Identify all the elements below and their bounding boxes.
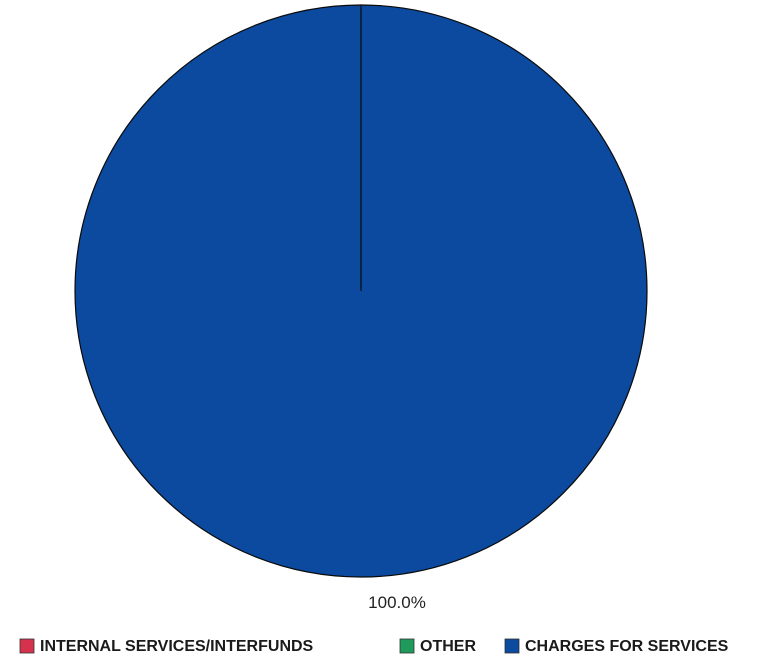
legend-swatch-other: [399, 638, 415, 654]
legend-label-other: OTHER: [420, 638, 476, 655]
legend-swatch-internal-services-interfunds: [19, 638, 35, 654]
legend-label-internal-services-interfunds: INTERNAL SERVICES/INTERFUNDS: [40, 638, 314, 655]
legend-label-charges-for-services: CHARGES FOR SERVICES: [525, 638, 729, 655]
pie-slices: [74, 4, 648, 578]
legend-swatch-charges-for-services: [504, 638, 520, 654]
pie-data-labels: 100.0%: [368, 593, 426, 612]
data-label-charges-for-services: 100.0%: [368, 593, 426, 612]
chart-legend: INTERNAL SERVICES/INTERFUNDS OTHER CHARGES…: [19, 638, 729, 655]
